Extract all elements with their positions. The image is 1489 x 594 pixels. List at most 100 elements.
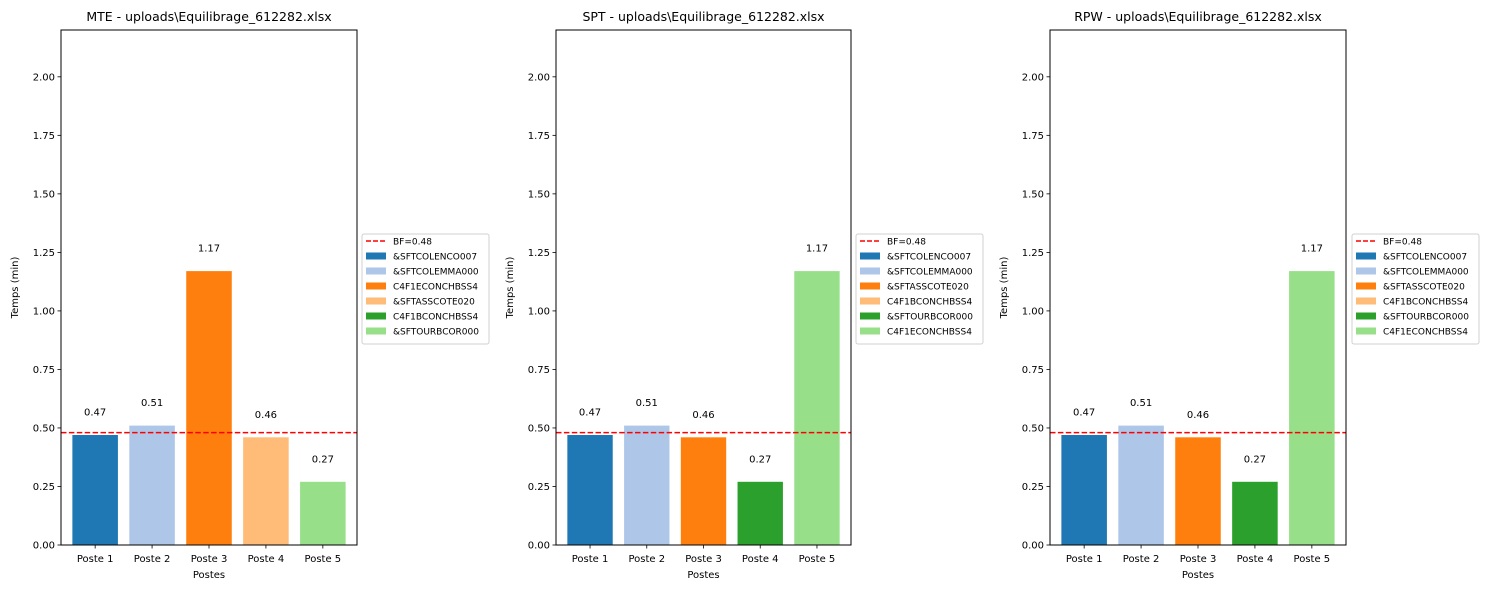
y-tick-label: 0.75 xyxy=(1022,365,1044,376)
legend-swatch xyxy=(366,252,386,260)
data-label: 0.47 xyxy=(1073,408,1095,419)
x-tick-label: Poste 4 xyxy=(1237,554,1274,565)
chart-title: RPW - uploads\Equilibrage_612282.xlsx xyxy=(1074,9,1322,24)
y-tick-label: 0.25 xyxy=(1022,482,1044,493)
legend-label: C4F1BCONCHBSS4 xyxy=(393,313,479,323)
y-tick-label: 1.75 xyxy=(528,131,550,142)
x-tick-label: Poste 1 xyxy=(572,554,609,565)
subplot-3: 0.47 0.51 0.46 0.27 1.17 0.00 0.25 0.50 0.75 1.00… xyxy=(999,9,1480,581)
data-label: 0.51 xyxy=(141,398,163,409)
legend-label: C4F1BCONCHBSS4 xyxy=(887,298,973,308)
legend-label: &SFTCOLEMMA000 xyxy=(1383,268,1469,278)
data-label: 0.46 xyxy=(255,410,277,421)
bar-poste-5 xyxy=(1289,271,1335,545)
x-tick-label: Poste 4 xyxy=(742,554,779,565)
y-tick-label: 1.75 xyxy=(33,131,55,142)
legend-swatch xyxy=(1356,297,1376,305)
y-tick-label: 1.00 xyxy=(528,306,550,317)
y-tick-label: 1.50 xyxy=(1022,189,1044,200)
x-tick-label: Poste 5 xyxy=(799,554,836,565)
legend-swatch xyxy=(1356,327,1376,335)
legend: BF=0.48&SFTCOLENCO007&SFTCOLEMMA000&SFTA… xyxy=(1351,233,1480,345)
x-tick-label: Poste 3 xyxy=(685,554,722,565)
x-tick-label: Poste 1 xyxy=(77,554,114,565)
y-tick-label: 1.25 xyxy=(528,248,550,259)
x-axis-label: Postes xyxy=(1182,570,1214,581)
legend-swatch xyxy=(1356,282,1376,290)
x-tick-label: Poste 3 xyxy=(1180,554,1217,565)
y-tick-label: 2.00 xyxy=(528,72,550,83)
x-tick-label: Poste 2 xyxy=(134,554,171,565)
y-axis-label: Temps (min) xyxy=(505,257,516,320)
legend-swatch xyxy=(366,267,386,275)
data-label: 1.17 xyxy=(806,244,828,255)
data-label: 0.27 xyxy=(749,454,771,465)
y-tick-label: 1.00 xyxy=(1022,306,1044,317)
legend-box xyxy=(1351,233,1480,345)
bar-poste-2 xyxy=(129,425,175,545)
legend-label: &SFTOURBCOR000 xyxy=(1383,313,1469,323)
bar-poste-1 xyxy=(72,434,118,545)
y-axis-label: Temps (min) xyxy=(999,257,1010,320)
data-label: 0.51 xyxy=(636,398,658,409)
legend-label: &SFTASSCOTE020 xyxy=(887,283,969,293)
legend-label: C4F1ECONCHBSS4 xyxy=(393,283,478,293)
legend-swatch xyxy=(366,297,386,305)
x-tick-label: Poste 2 xyxy=(1123,554,1160,565)
bar-poste-2 xyxy=(1118,425,1164,545)
legend-swatch xyxy=(860,252,880,260)
y-tick-label: 2.00 xyxy=(1022,72,1044,83)
bar-poste-4 xyxy=(737,481,783,545)
legend-label: &SFTCOLEMMA000 xyxy=(887,268,973,278)
bar-poste-3 xyxy=(1175,437,1221,545)
legend: BF=0.48&SFTCOLENCO007&SFTCOLEMMA000 C4F1E… xyxy=(361,233,490,345)
legend-swatch xyxy=(1356,252,1376,260)
bar-poste-5 xyxy=(794,271,840,545)
y-tick-label: 1.50 xyxy=(33,189,55,200)
bar-poste-1 xyxy=(567,434,613,545)
y-tick-label: 0.50 xyxy=(33,423,55,434)
x-tick-label: Poste 4 xyxy=(248,554,285,565)
legend-label: &SFTASSCOTE020 xyxy=(393,298,475,308)
legend-swatch xyxy=(366,282,386,290)
x-tick-label: Poste 3 xyxy=(191,554,228,565)
bar-poste-4 xyxy=(243,437,289,545)
subplot-1: 0.47 0.51 1.17 0.46 0.27 0.00 0.25 0.50 0.75 1.00… xyxy=(10,9,490,581)
data-label: 0.46 xyxy=(1187,410,1209,421)
subplot-2: 0.47 0.51 0.46 0.27 1.17 0.00 0.25 0.50 0.75 1.00… xyxy=(505,9,984,581)
legend-box xyxy=(855,233,984,345)
y-tick-label: 0.00 xyxy=(1022,541,1044,552)
x-axis-label: Postes xyxy=(193,570,225,581)
x-tick-label: Poste 5 xyxy=(1294,554,1331,565)
bar-poste-2 xyxy=(624,425,670,545)
bar-poste-4 xyxy=(1232,481,1278,545)
legend-swatch xyxy=(860,282,880,290)
legend-swatch xyxy=(860,267,880,275)
data-label: 0.27 xyxy=(1244,454,1266,465)
data-label: 1.17 xyxy=(198,244,220,255)
bar-poste-5 xyxy=(300,481,346,545)
legend: BF=0.48&SFTCOLENCO007&SFTCOLEMMA000&SFTA… xyxy=(855,233,984,345)
data-label: 0.27 xyxy=(312,454,334,465)
x-tick-label: Poste 1 xyxy=(1066,554,1103,565)
legend-label: &SFTOURBCOR000 xyxy=(393,328,479,338)
bar-poste-1 xyxy=(1061,434,1107,545)
data-label: 0.47 xyxy=(84,408,106,419)
legend-label: C4F1ECONCHBSS4 xyxy=(1383,328,1468,338)
legend-label: BF=0.48 xyxy=(1383,238,1422,248)
legend-swatch xyxy=(366,312,386,320)
y-tick-label: 2.00 xyxy=(33,72,55,83)
bar-poste-3 xyxy=(186,271,232,545)
legend-label: &SFTASSCOTE020 xyxy=(1383,283,1465,293)
x-tick-label: Poste 2 xyxy=(628,554,665,565)
legend-swatch xyxy=(860,297,880,305)
y-tick-label: 0.75 xyxy=(528,365,550,376)
y-tick-label: 1.25 xyxy=(33,248,55,259)
legend-label: BF=0.48 xyxy=(887,238,926,248)
legend-label: &SFTOURBCOR000 xyxy=(887,313,973,323)
x-axis-label: Postes xyxy=(687,570,719,581)
data-label: 0.47 xyxy=(579,408,601,419)
y-tick-label: 0.00 xyxy=(33,541,55,552)
legend-label: C4F1ECONCHBSS4 xyxy=(887,328,972,338)
